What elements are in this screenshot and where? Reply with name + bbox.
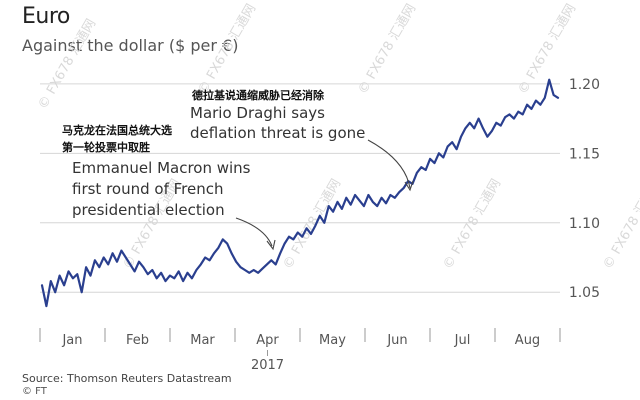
annotation-draghi-line-1: Mario Draghi says	[190, 104, 325, 122]
y-axis: 1.05 1.10 1.15 1.20	[569, 77, 600, 301]
x-tick-label-jun: Jun	[386, 333, 407, 348]
x-year-label: 2017	[251, 358, 284, 370]
x-tick-label-apr: Apr	[256, 333, 279, 348]
x-tick-label-mar: Mar	[190, 333, 215, 348]
y-tick-label-0: 1.05	[569, 285, 600, 301]
chart-subtitle: Against the dollar ($ per €)	[22, 36, 239, 55]
watermark-text-1: © FX678 汇通网	[195, 2, 259, 97]
annotation-draghi-arrowhead	[404, 180, 414, 192]
annotation-draghi-line-2: deflation threat is gone	[190, 124, 365, 142]
x-tick-label-jan: Jan	[61, 333, 82, 348]
series-layer	[40, 78, 560, 308]
y-tick-label-1: 1.10	[569, 216, 600, 232]
x-tick-label-feb: Feb	[126, 333, 149, 348]
annotation-macron-arrowhead	[266, 239, 276, 251]
watermark-text-6: © FX678 汇通网	[440, 177, 504, 272]
source-note: Source: Thomson Reuters Datastream	[22, 372, 232, 385]
y-tick-label-2: 1.15	[569, 146, 600, 162]
watermark-text-2: © FX678 汇通网	[355, 2, 419, 97]
x-tick-label-may: May	[319, 333, 346, 348]
annotation-draghi-arrow	[367, 139, 411, 189]
watermark-text-7: © FX678 汇通网	[600, 177, 640, 272]
x-tick-label-jul: Jul	[454, 333, 471, 348]
chart-title: Euro	[22, 4, 70, 29]
x-axis: Jan Feb Mar Apr May Jun Jul Aug 2017	[39, 328, 561, 370]
watermark-text-5: © FX678 汇通网	[280, 177, 344, 272]
x-tick-label-aug: Aug	[515, 333, 540, 348]
y-tick-label-3: 1.20	[569, 77, 600, 93]
watermark-text-0: © FX678 汇通网	[35, 17, 99, 112]
annotation-macron-chinese-line-1: 马克龙在法国总统大选	[62, 123, 172, 137]
annotation-macron-arrow	[235, 217, 273, 247]
annotation-layer: 德拉基说通缩威胁已经消除 Mario Draghi says deflation t…	[62, 88, 414, 251]
annotation-macron-chinese-line-2: 第一轮投票中取胜	[62, 140, 150, 154]
grid-lines	[40, 83, 560, 293]
euro-dollar-chart: © FX678 汇通网 © FX678 汇通网 © FX678 汇通网 © FX678…	[35, 2, 640, 370]
series-line-0	[40, 78, 560, 308]
copyright-credit: © FT	[22, 386, 47, 397]
annotation-macron-line-2: first round of French	[72, 180, 224, 198]
annotation-macron-line-3: presidential election	[72, 201, 225, 219]
annotation-macron-line-1: Emmanuel Macron wins	[72, 159, 251, 177]
annotation-draghi-chinese: 德拉基说通缩威胁已经消除	[191, 88, 325, 102]
